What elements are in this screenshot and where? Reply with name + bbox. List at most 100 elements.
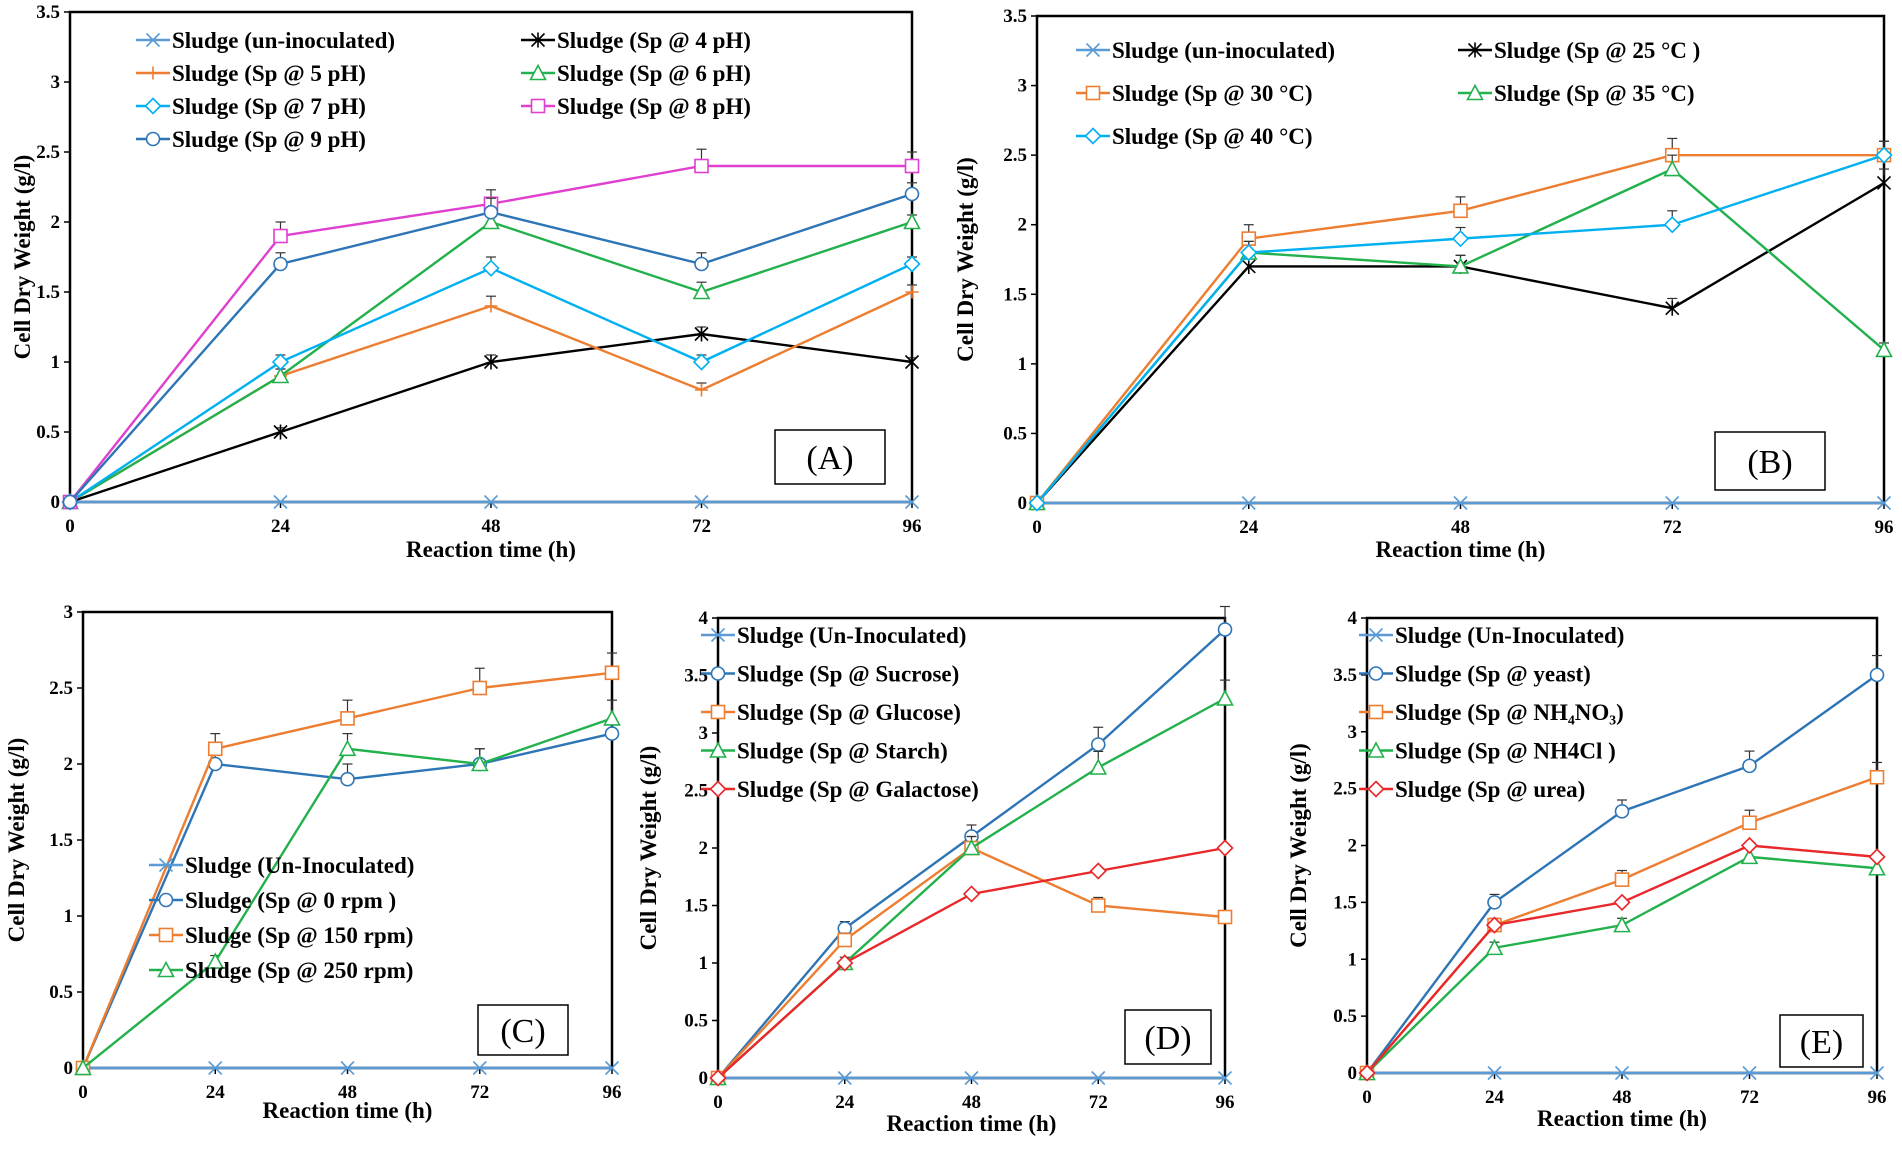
panel-label: (C)	[500, 1013, 545, 1050]
data-point	[694, 158, 709, 174]
y-tick-label: 4	[1348, 608, 1358, 629]
legend-marker	[710, 704, 726, 720]
legend-label: Sludge (Sp @ Starch)	[737, 739, 948, 765]
y-tick-label: 2	[1348, 836, 1358, 857]
legend-marker	[1084, 127, 1102, 145]
data-point	[1875, 146, 1893, 164]
data-point	[604, 1060, 620, 1076]
y-tick-label: 2.5	[684, 781, 708, 802]
data-point	[1742, 1065, 1757, 1081]
x-tick-label: 48	[338, 1082, 357, 1103]
data-point	[1869, 769, 1885, 785]
panel-label: (B)	[1747, 444, 1792, 481]
panel-c-chart: 0 0.5 1 1.5 2 2.5 3 0 24 48 72 96 Reaction time (h) C…	[4, 602, 622, 1123]
data-point	[271, 353, 290, 371]
y-tick-label: 0	[1018, 493, 1028, 514]
legend-marker	[1367, 741, 1385, 758]
x-tick-label: 24	[271, 516, 291, 537]
legend-marker	[158, 892, 174, 908]
y-tick-label: 0.5	[36, 422, 60, 443]
y-tick-label: 0	[1348, 1063, 1358, 1084]
legend-item: Sludge (Sp @ yeast)	[1359, 662, 1591, 688]
legend-marker	[1367, 780, 1385, 798]
panel-label: (D)	[1144, 1020, 1191, 1057]
x-tick-label: 48	[482, 516, 501, 537]
data-point	[1487, 1065, 1502, 1081]
data-point	[692, 282, 711, 300]
data-point	[273, 228, 288, 244]
data-point	[1614, 804, 1630, 819]
legend-marker	[529, 63, 547, 81]
series-sludge-sp-4-ph	[62, 326, 920, 510]
data-point	[1241, 258, 1256, 274]
data-point	[694, 326, 709, 342]
series-sludge-sp-urea	[1358, 836, 1886, 1082]
data-point	[1485, 938, 1504, 956]
y-tick-label: 3	[1348, 722, 1358, 743]
y-tick-label: 3	[51, 72, 61, 93]
data-point	[74, 1058, 92, 1076]
legend-item: Sludge (Sp @ 30 °C)	[1076, 81, 1313, 107]
panel-label-box	[1779, 1014, 1864, 1068]
y-tick-label: 0	[64, 1058, 74, 1079]
y-tick-label: 1	[699, 953, 709, 974]
data-point	[1868, 859, 1886, 876]
legend-marker	[709, 741, 727, 758]
y-tick-label: 0	[699, 1068, 709, 1089]
legend-label: Sludge (Sp @ urea)	[1395, 777, 1585, 803]
y-axis-label: Cell Dry Weight (g/l)	[953, 157, 978, 362]
legend-label: Sludge (Sp @ 0 rpm )	[185, 888, 396, 914]
data-point	[273, 424, 288, 440]
data-point	[340, 711, 355, 726]
data-point	[903, 255, 921, 273]
data-point	[905, 285, 919, 299]
data-point	[206, 952, 225, 969]
data-point	[904, 158, 920, 174]
legend-item: Sludge (Sp @ 9 pH)	[136, 127, 366, 153]
series-sludge-sp-galactose	[709, 839, 1234, 1087]
y-tick-label: 1.5	[49, 830, 73, 851]
legend-item: Sludge (un-inoculated)	[136, 28, 395, 53]
y-tick-label: 2.5	[36, 142, 60, 163]
legend-label: Sludge (Sp @ NH₄NO₃)	[1395, 700, 1624, 726]
legend-item: Sludge (Sp @ NH₄NO₃)	[1359, 700, 1624, 726]
data-point	[1453, 203, 1468, 219]
x-tick-label: 24	[1239, 517, 1259, 538]
series-sludge-sp-40-c	[1028, 140, 1893, 512]
data-point	[1241, 495, 1256, 511]
y-tick-label: 4	[699, 608, 709, 629]
y-axis-label: Cell Dry Weight (g/l)	[4, 738, 29, 943]
y-tick-label: 3.5	[684, 666, 708, 687]
plot-area-frame	[81, 610, 614, 1070]
data-point	[1028, 494, 1046, 512]
panel-label: (A)	[806, 440, 853, 477]
data-point	[484, 299, 498, 313]
legend-marker	[158, 927, 174, 943]
legend-label: Sludge (Sp @ Galactose)	[737, 777, 979, 803]
series-sludge-un-inoculated	[1029, 495, 1892, 511]
y-tick-label: 2.5	[49, 678, 73, 699]
data-point	[208, 1060, 223, 1076]
x-tick-label: 72	[692, 516, 711, 537]
data-point	[1090, 898, 1106, 913]
data-point	[1217, 1070, 1233, 1086]
legend-label: Sludge (Un-Inoculated)	[185, 853, 414, 878]
series-sludge-sp-9-ph	[62, 182, 920, 510]
data-point	[1217, 909, 1233, 925]
data-point	[1869, 1065, 1885, 1081]
legend-item: Sludge (Sp @ 8 pH)	[521, 94, 751, 120]
legend-marker	[530, 98, 546, 114]
x-tick-label: 96	[1216, 1092, 1235, 1113]
data-point	[904, 354, 920, 370]
y-tick-label: 3.5	[1003, 6, 1027, 27]
legend-label: Sludge (Sp @ yeast)	[1395, 662, 1591, 688]
legend-marker	[1466, 83, 1484, 101]
y-tick-label: 1.5	[684, 896, 708, 917]
data-point	[1663, 216, 1681, 234]
legend-item: Sludge (Sp @ Galactose)	[701, 777, 979, 803]
data-point	[1090, 737, 1106, 752]
data-point	[1665, 495, 1680, 511]
legend-marker	[158, 857, 174, 873]
data-point	[1451, 257, 1470, 274]
